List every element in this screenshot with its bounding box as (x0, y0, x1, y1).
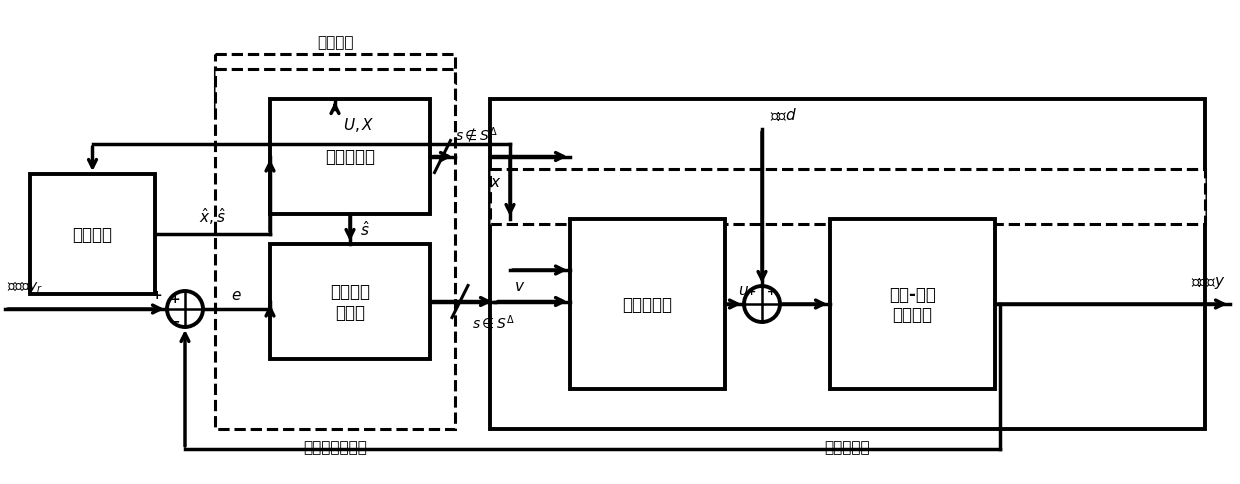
Text: 拟线性系统: 拟线性系统 (825, 439, 870, 454)
Text: +: + (170, 292, 180, 305)
Text: 设定值$y_r$: 设定值$y_r$ (7, 280, 43, 295)
Text: $u$: $u$ (738, 283, 749, 298)
Text: $s\in S^{\Delta}$: $s\in S^{\Delta}$ (472, 313, 515, 331)
Bar (270, 244, 430, 359)
Text: $\hat{x},\hat{s}$: $\hat{x},\hat{s}$ (198, 206, 226, 227)
Text: $e$: $e$ (231, 288, 242, 303)
Text: 输出值$y$: 输出值$y$ (1190, 274, 1225, 290)
Text: 离散滑模
控制器: 离散滑模 控制器 (330, 283, 370, 321)
Bar (830, 220, 994, 389)
Text: 滚动优化器: 滚动优化器 (325, 148, 374, 166)
Text: +: + (151, 289, 162, 302)
Text: $x$: $x$ (490, 175, 502, 190)
Bar (215, 55, 455, 110)
Text: 干扰$d$: 干扰$d$ (770, 106, 797, 123)
Text: 锅炉-汽机
被控对象: 锅炉-汽机 被控对象 (889, 285, 936, 324)
Text: $\hat{s}$: $\hat{s}$ (360, 220, 370, 239)
Text: $v$: $v$ (515, 278, 526, 293)
Bar (215, 70, 455, 429)
Bar (570, 220, 725, 389)
Bar (270, 100, 430, 214)
Text: 约束条件: 约束条件 (316, 35, 353, 50)
Bar (30, 175, 155, 294)
Bar (490, 170, 1205, 225)
Text: 反馈线性化: 反馈线性化 (622, 295, 672, 313)
Text: 预测模型: 预测模型 (72, 226, 113, 243)
Text: $U,X$: $U,X$ (343, 116, 374, 134)
Text: $s\notin S^{\Delta}$: $s\notin S^{\Delta}$ (455, 125, 497, 145)
Text: +: + (746, 287, 756, 297)
Text: +: + (766, 287, 776, 297)
Bar (490, 100, 1205, 429)
Text: 滑模预测控制器: 滑模预测控制器 (303, 439, 367, 454)
Text: −: − (169, 314, 180, 328)
